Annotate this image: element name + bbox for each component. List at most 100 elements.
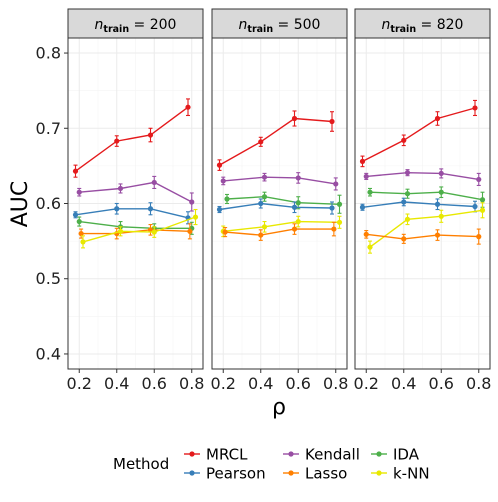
panel-3: ntrain = 820 0.2 0.4 0.6 0.8 [354, 8, 491, 393]
data-point [476, 234, 482, 240]
data-point [295, 200, 301, 206]
series-line [226, 195, 340, 205]
data-point [72, 168, 79, 174]
data-point [359, 158, 366, 164]
data-point [291, 226, 298, 232]
panel-1: ntrain = 200 0.2 0.4 0.6 0.8 [67, 8, 204, 393]
series-line [362, 107, 476, 163]
x-tick-label: 0.8 [466, 374, 491, 393]
series-ida [224, 191, 343, 214]
y-tick-label: 0.5 [36, 269, 61, 288]
data-point [472, 105, 478, 111]
legend-entry-ida: IDA [371, 446, 420, 464]
data-point [258, 232, 264, 238]
data-point [78, 230, 84, 237]
strip-label-n: n [382, 17, 391, 33]
legend-label: Kendall [305, 446, 360, 464]
data-point [295, 175, 301, 181]
series-line [223, 176, 336, 185]
data-point [216, 206, 223, 213]
series-ida [367, 186, 486, 208]
data-point [331, 226, 337, 232]
legend-key-point [376, 470, 382, 476]
x-tick-label: 0.4 [391, 374, 416, 393]
data-point [258, 139, 264, 145]
data-point [76, 218, 82, 225]
data-point [114, 206, 120, 212]
series-pearson [72, 202, 191, 225]
y-tick-label: 0.4 [36, 344, 61, 363]
data-point [472, 203, 478, 210]
legend-key-point [288, 451, 294, 457]
data-point [187, 228, 193, 234]
panel-border [354, 37, 491, 370]
data-point [401, 236, 407, 242]
strip-label: ntrain = 500 [239, 17, 321, 35]
legend-title: Method [113, 455, 169, 473]
data-point [72, 212, 79, 218]
series-line [366, 171, 479, 181]
x-tick-label: 0.2 [211, 374, 236, 393]
strip-background [67, 8, 204, 39]
data-point [147, 206, 154, 212]
data-point [220, 178, 226, 184]
strip-label-value: = 500 [273, 17, 320, 33]
x-axis-title: ρ [272, 395, 286, 420]
data-point [476, 176, 482, 183]
series-k-nn [220, 215, 343, 238]
data-point [401, 199, 407, 205]
legend-entry-k-nn: k-NN [371, 465, 430, 483]
legend-label: k-NN [393, 465, 430, 483]
legend-label: MRCL [206, 446, 248, 464]
legend-key-point [376, 451, 382, 457]
series-line [366, 233, 479, 240]
data-point [336, 201, 343, 207]
data-point [185, 104, 191, 110]
data-point [114, 138, 120, 144]
series-line [369, 191, 483, 201]
data-point [359, 204, 366, 210]
series-line [82, 216, 196, 243]
legend-key-point [288, 470, 294, 476]
series-k-nn [367, 202, 486, 254]
x-tick-label: 0.6 [429, 374, 454, 393]
panel-2: ntrain = 500 0.2 0.4 0.6 0.8 [211, 8, 348, 393]
x-tick-label: 0.6 [286, 374, 311, 393]
series-kendall [363, 168, 482, 186]
legend-label: Lasso [305, 465, 347, 483]
data-point [151, 229, 157, 235]
data-point [291, 204, 298, 210]
data-point [117, 185, 124, 192]
data-point [329, 118, 335, 125]
data-point [151, 179, 157, 186]
series-k-nn [80, 208, 199, 249]
y-tick-label: 0.8 [36, 44, 61, 63]
series-line [219, 117, 333, 166]
data-point [329, 205, 335, 211]
legend-entry-pearson: Pearson [184, 465, 266, 483]
y-tick-label: 0.6 [36, 194, 61, 213]
strip-label-subscript: train [103, 24, 129, 35]
series-pearson [216, 198, 335, 215]
x-tick-label: 0.2 [354, 374, 379, 393]
series-kendall [76, 175, 195, 212]
data-point [80, 239, 86, 245]
x-tick-label: 0.2 [67, 374, 92, 393]
legend-entry-lasso: Lasso [283, 465, 347, 483]
series-mrcl [72, 98, 191, 178]
data-point [438, 189, 444, 195]
data-point [222, 229, 228, 235]
strip-label-value: = 200 [129, 17, 176, 33]
series-line [75, 208, 189, 219]
series-line [369, 209, 483, 248]
y-axis-title: AUC [8, 181, 33, 228]
data-point [333, 181, 339, 187]
legend-label: IDA [393, 446, 420, 464]
data-point [404, 216, 411, 222]
data-point [336, 219, 343, 225]
strip-label-value: = 820 [416, 17, 463, 33]
data-point [76, 189, 82, 195]
